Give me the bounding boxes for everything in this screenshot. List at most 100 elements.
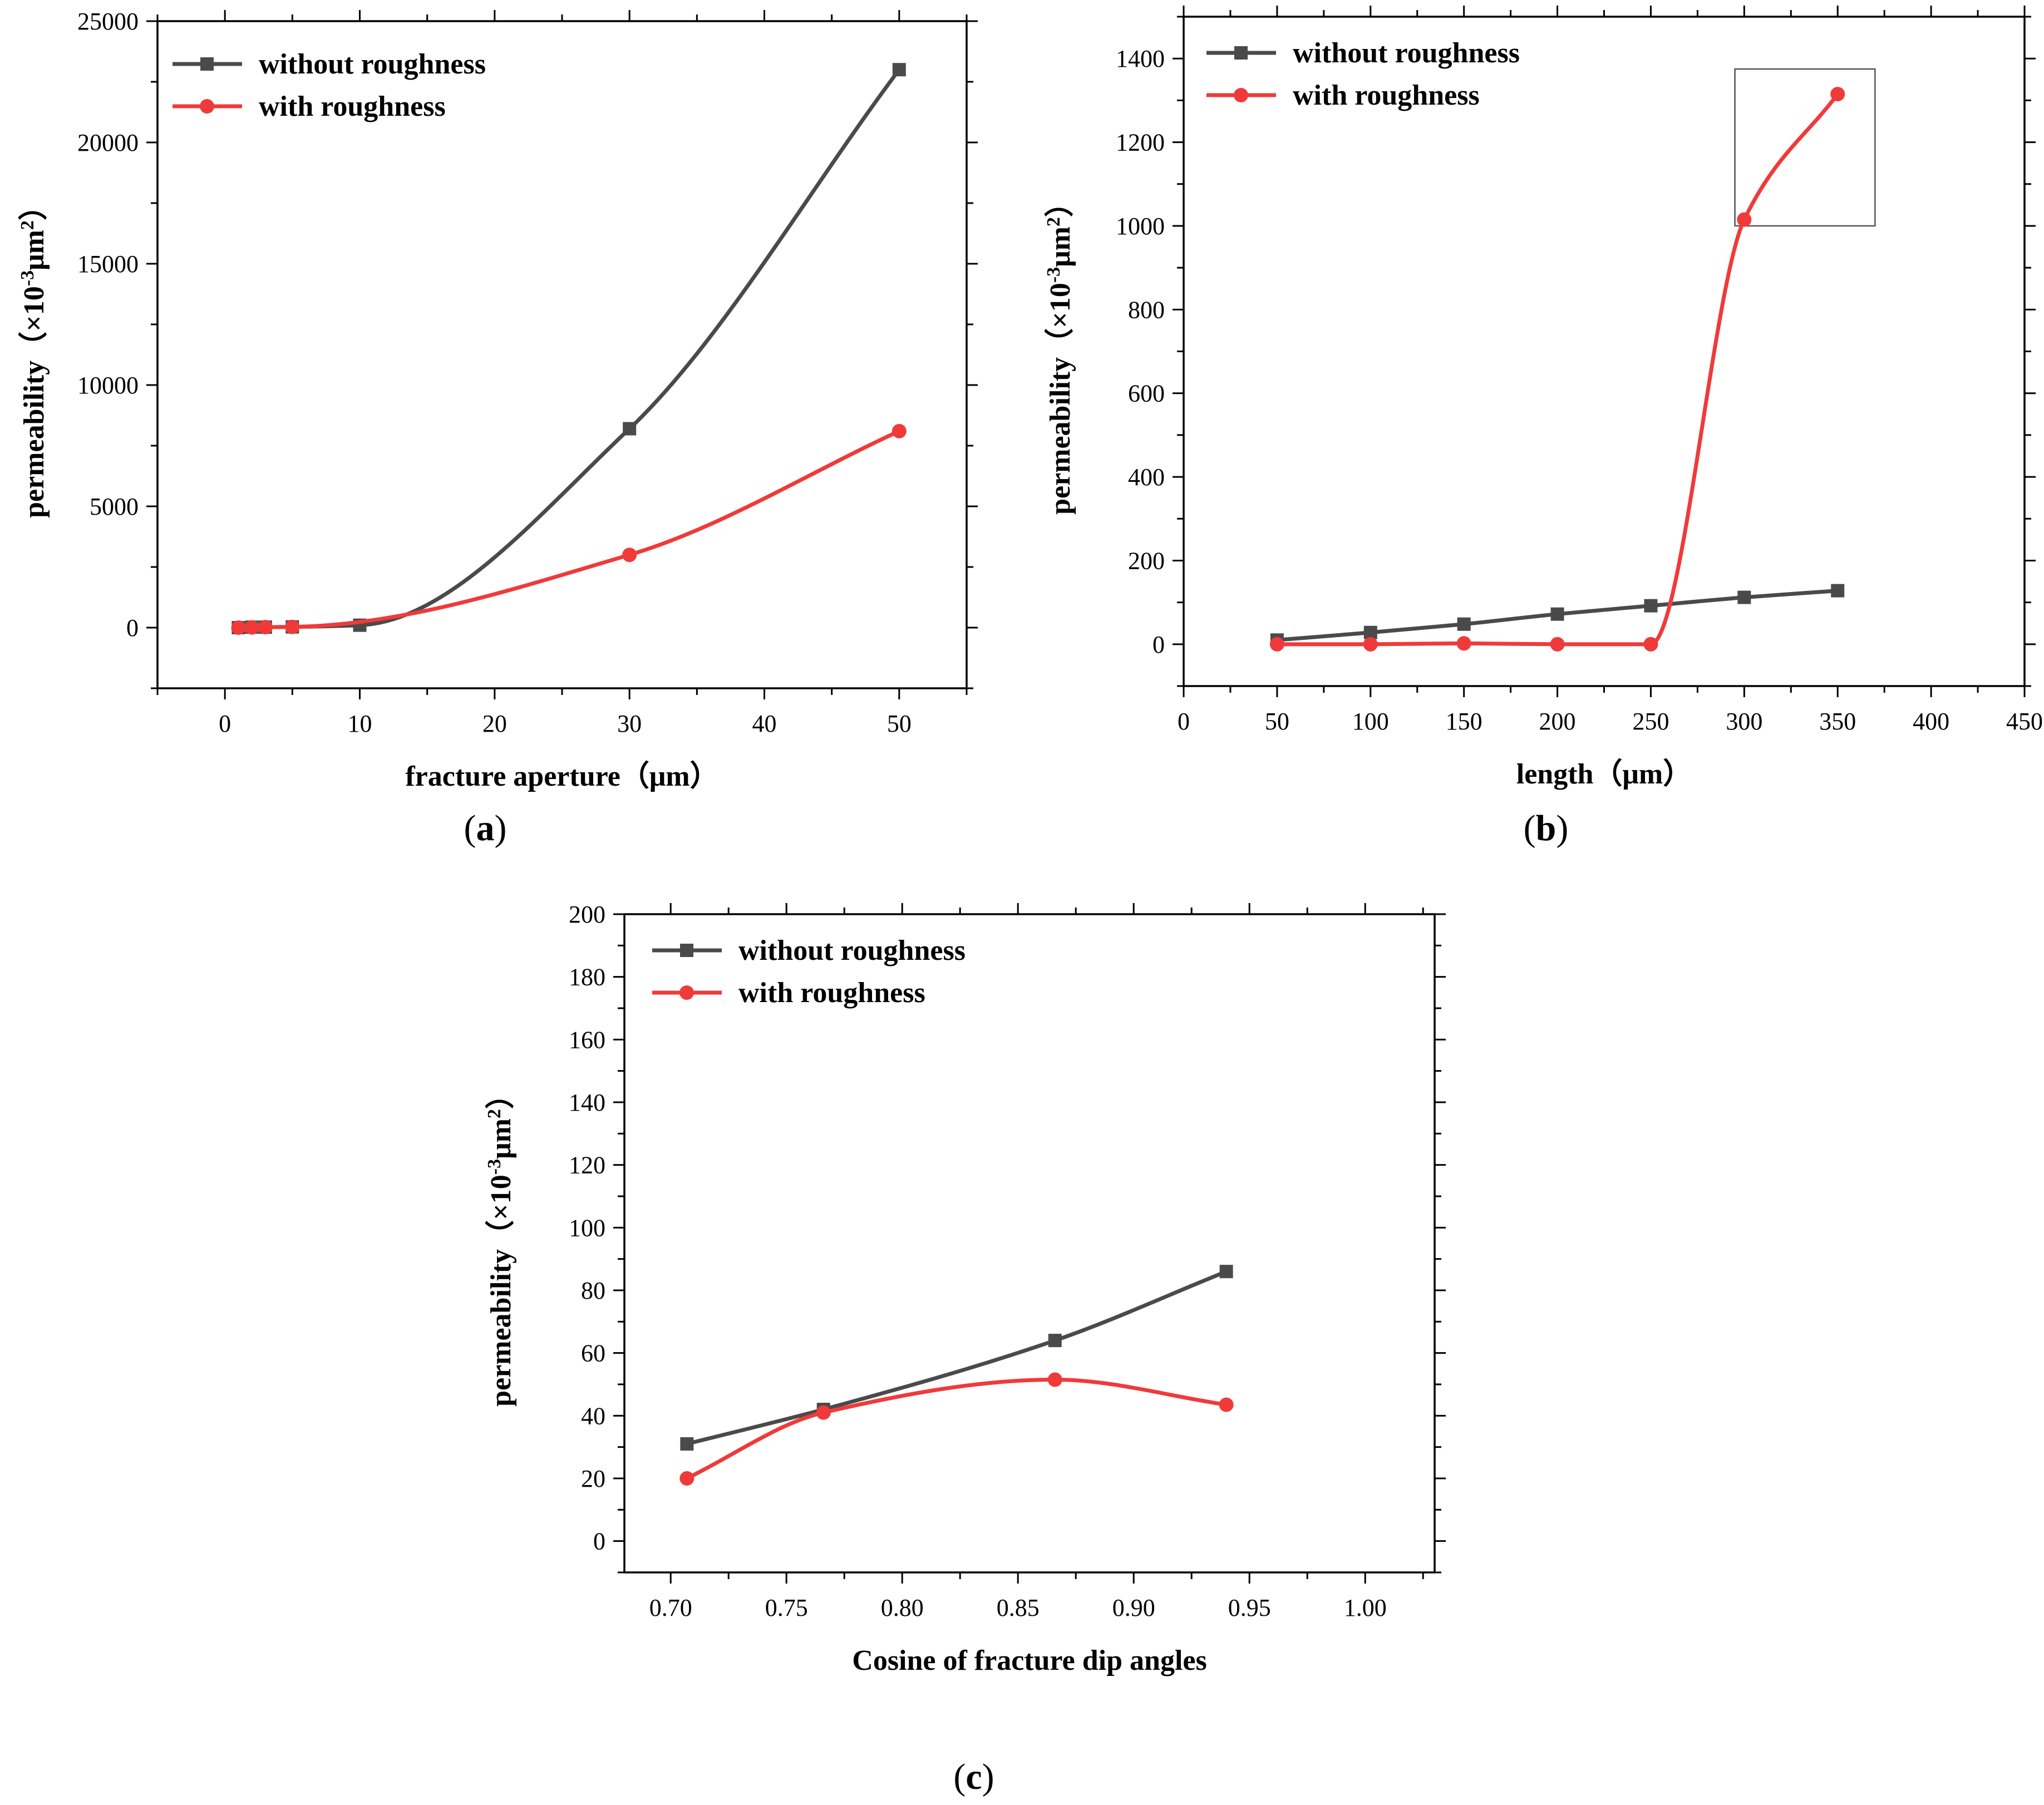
y-tick-label: 100 xyxy=(569,1214,605,1241)
data-point-circle xyxy=(1550,637,1565,652)
legend-marker-circle xyxy=(679,985,694,1000)
x-tick-label: 10 xyxy=(348,710,372,737)
data-point-square xyxy=(680,1437,694,1451)
series-line-without-roughness xyxy=(238,68,901,630)
panel-label-close: ) xyxy=(1556,808,1568,849)
panel-label: (a) xyxy=(464,808,507,849)
data-point-circle xyxy=(1363,637,1378,652)
panel-label: (c) xyxy=(953,1757,994,1797)
data-point-circle xyxy=(892,423,907,438)
y-tick-label: 40 xyxy=(581,1402,605,1429)
y-axis-title-part: ） xyxy=(18,191,50,220)
y-axis-title: permeability（×10-3μm2） xyxy=(484,1080,518,1407)
plot-frame xyxy=(1183,16,2026,687)
x-tick-label: 250 xyxy=(1632,708,1669,735)
y-axis-title-part: ） xyxy=(1044,188,1076,217)
y-axis-title-part: μm xyxy=(485,1118,517,1159)
data-point-circle xyxy=(679,1471,695,1486)
legend-marker-circle xyxy=(1234,88,1248,102)
x-tick-label: 0 xyxy=(219,710,231,737)
y-axis-title-part: permeability（×10 xyxy=(1044,283,1076,515)
x-axis-title: Cosine of fracture dip angles xyxy=(852,1645,1206,1676)
x-tick-label: 300 xyxy=(1726,708,1762,735)
y-tick-label: 10000 xyxy=(77,372,139,399)
x-tick-label: 40 xyxy=(752,710,777,737)
y-tick-label: 80 xyxy=(581,1277,605,1304)
x-tick-label: 0.70 xyxy=(649,1594,692,1621)
x-tick-label: 50 xyxy=(887,710,912,737)
x-tick-label: 30 xyxy=(617,710,642,737)
y-tick-label: 1200 xyxy=(1116,129,1165,156)
y-axis-title: permeability（×10-3μm2） xyxy=(17,191,51,518)
series-line-without-roughness xyxy=(686,1269,1227,1446)
y-axis-title-superscript: 2 xyxy=(17,220,38,230)
y-tick-label: 0 xyxy=(1152,631,1165,658)
y-axis-title-part: ） xyxy=(485,1080,517,1109)
x-tick-label: 0.85 xyxy=(997,1594,1040,1621)
data-point-square xyxy=(1831,584,1845,598)
chart-panel-a: 0 10 20 30 40 50 0 5000 10000 15000 20000 25000 frac… xyxy=(17,8,978,849)
data-point-square xyxy=(1644,599,1658,613)
x-axis-title: fracture aperture（μm） xyxy=(405,760,718,792)
data-point-circle xyxy=(1643,637,1658,652)
legend-label: with roughness xyxy=(1293,80,1480,111)
legend-marker-square xyxy=(200,57,214,71)
y-axis-title-part: μm xyxy=(1045,226,1076,267)
panel-label-open: ( xyxy=(464,808,476,849)
panel-label-close: ) xyxy=(495,808,507,849)
x-tick-label: 50 xyxy=(1265,708,1289,735)
y-axis-title: permeability（×10-3μm2） xyxy=(1043,188,1077,515)
x-tick-label: 350 xyxy=(1819,708,1856,735)
data-point-circle xyxy=(1047,1372,1062,1387)
y-tick-label: 200 xyxy=(569,901,605,928)
y-tick-label: 120 xyxy=(569,1152,605,1179)
data-point-square xyxy=(1737,590,1751,604)
x-tick-label: 0.80 xyxy=(881,1594,924,1621)
y-axis-title-part: permeability（×10 xyxy=(18,286,50,518)
data-point-square xyxy=(1550,607,1564,621)
y-axis-title-superscript: -3 xyxy=(17,270,38,286)
panel-label: (b) xyxy=(1524,808,1569,849)
panel-label-letter: c xyxy=(966,1757,982,1797)
x-tick-label: 0.95 xyxy=(1228,1594,1271,1621)
y-tick-label: 180 xyxy=(569,964,605,991)
legend-label: without roughness xyxy=(259,48,486,80)
y-axis-title-superscript: 2 xyxy=(484,1109,505,1118)
plot-frame xyxy=(623,913,1436,1574)
x-axis-title: length（μm） xyxy=(1516,758,1692,790)
legend-label: with roughness xyxy=(738,977,925,1009)
x-tick-label: 0 xyxy=(1178,708,1190,735)
data-point-square xyxy=(892,63,906,77)
x-tick-label: 100 xyxy=(1352,708,1389,735)
panel-label-open: ( xyxy=(1524,808,1536,849)
data-point-circle xyxy=(231,620,246,635)
data-point-circle xyxy=(1219,1397,1234,1412)
data-point-circle xyxy=(1269,637,1284,652)
data-point-circle xyxy=(258,620,273,635)
y-tick-label: 160 xyxy=(569,1026,605,1053)
x-tick-label: 1.00 xyxy=(1344,1594,1387,1621)
series-line-with-roughness xyxy=(686,1378,1227,1481)
y-tick-label: 20 xyxy=(581,1465,605,1492)
y-axis-title-part: permeability（×10 xyxy=(485,1175,517,1407)
y-tick-label: 400 xyxy=(1128,463,1165,491)
data-point-circle xyxy=(1456,636,1471,651)
legend-label: with roughness xyxy=(259,91,446,122)
x-tick-label: 150 xyxy=(1446,708,1482,735)
data-point-circle xyxy=(244,620,259,635)
x-tick-label: 200 xyxy=(1539,708,1576,735)
data-point-square xyxy=(1457,617,1471,631)
data-point-square xyxy=(623,422,637,436)
y-tick-label: 0 xyxy=(126,614,139,642)
x-tick-label: 450 xyxy=(2006,708,2043,735)
y-tick-label: 0 xyxy=(593,1528,605,1555)
data-point-circle xyxy=(1830,87,1845,102)
x-tick-label: 20 xyxy=(482,710,507,737)
y-axis-title-superscript: -3 xyxy=(1043,267,1064,283)
x-tick-label: 400 xyxy=(1913,708,1949,735)
data-point-circle xyxy=(1737,212,1752,227)
y-tick-label: 200 xyxy=(1128,547,1165,574)
data-point-circle xyxy=(816,1405,831,1420)
legend-label: without roughness xyxy=(738,935,966,966)
